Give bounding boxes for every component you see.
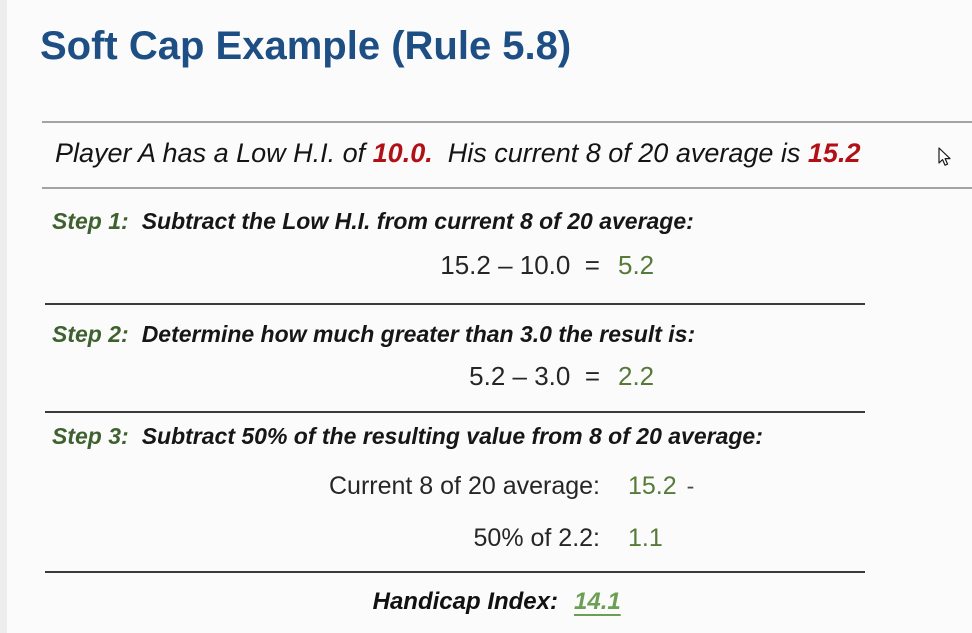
intro-text-middle: His current 8 of 20 average is	[432, 138, 808, 168]
step1-label: Step 1:	[52, 208, 129, 234]
step2-description: Determine how much greater than 3.0 the …	[141, 321, 696, 347]
step2-result-value: 2.2	[618, 361, 655, 391]
step2-label: Step 2:	[52, 321, 129, 347]
step3-average-label: Current 8 of 20 average:	[329, 472, 600, 500]
divider-step1	[45, 303, 865, 305]
left-edge-band	[0, 0, 7, 633]
step2-formula: 5.2 – 3.0 = 2.2	[0, 361, 972, 392]
page-title: Soft Cap Example (Rule 5.8)	[40, 24, 572, 68]
step3-heading: Step 3: Subtract 50% of the resulting val…	[52, 423, 763, 450]
intro-sentence: Player A has a Low H.I. of 10.0. His cur…	[55, 138, 860, 169]
step2-expression: 5.2 – 3.0 =	[469, 361, 600, 391]
step3-average-value: 15.2	[628, 472, 677, 500]
mouse-cursor-icon	[938, 147, 951, 166]
step3-row-half: 50% of 2.2: 1.1	[0, 524, 972, 553]
low-hi-value: 10.0.	[372, 138, 433, 168]
handicap-index-row: Handicap Index: 14.1	[0, 588, 972, 616]
step1-heading: Step 1: Subtract the Low H.I. from curren…	[52, 208, 694, 235]
handicap-index-value: 14.1	[574, 588, 621, 615]
step1-expression: 15.2 – 10.0 =	[440, 250, 600, 280]
step3-description: Subtract 50% of the resulting value from…	[141, 423, 763, 449]
divider-intro-bottom	[42, 187, 972, 189]
step3-label: Step 3:	[52, 423, 129, 449]
divider-step3	[45, 571, 865, 573]
step2-heading: Step 2: Determine how much greater than 3…	[52, 321, 695, 348]
intro-text-before: Player A has a Low H.I. of	[55, 138, 373, 168]
step3-half-value: 1.1	[628, 524, 663, 552]
handicap-index-label: Handicap Index:	[372, 588, 558, 615]
step1-description: Subtract the Low H.I. from current 8 of …	[141, 208, 694, 234]
step3-row-average: Current 8 of 20 average: 15.2-	[0, 472, 972, 501]
step1-formula: 15.2 – 10.0 = 5.2	[0, 250, 972, 281]
step3-minus-sign: -	[686, 473, 695, 499]
step1-result-value: 5.2	[618, 250, 655, 280]
divider-step2	[45, 411, 865, 413]
current-average-value: 15.2	[807, 138, 861, 168]
divider-top	[42, 121, 972, 123]
step3-half-label: 50% of 2.2:	[473, 524, 600, 552]
